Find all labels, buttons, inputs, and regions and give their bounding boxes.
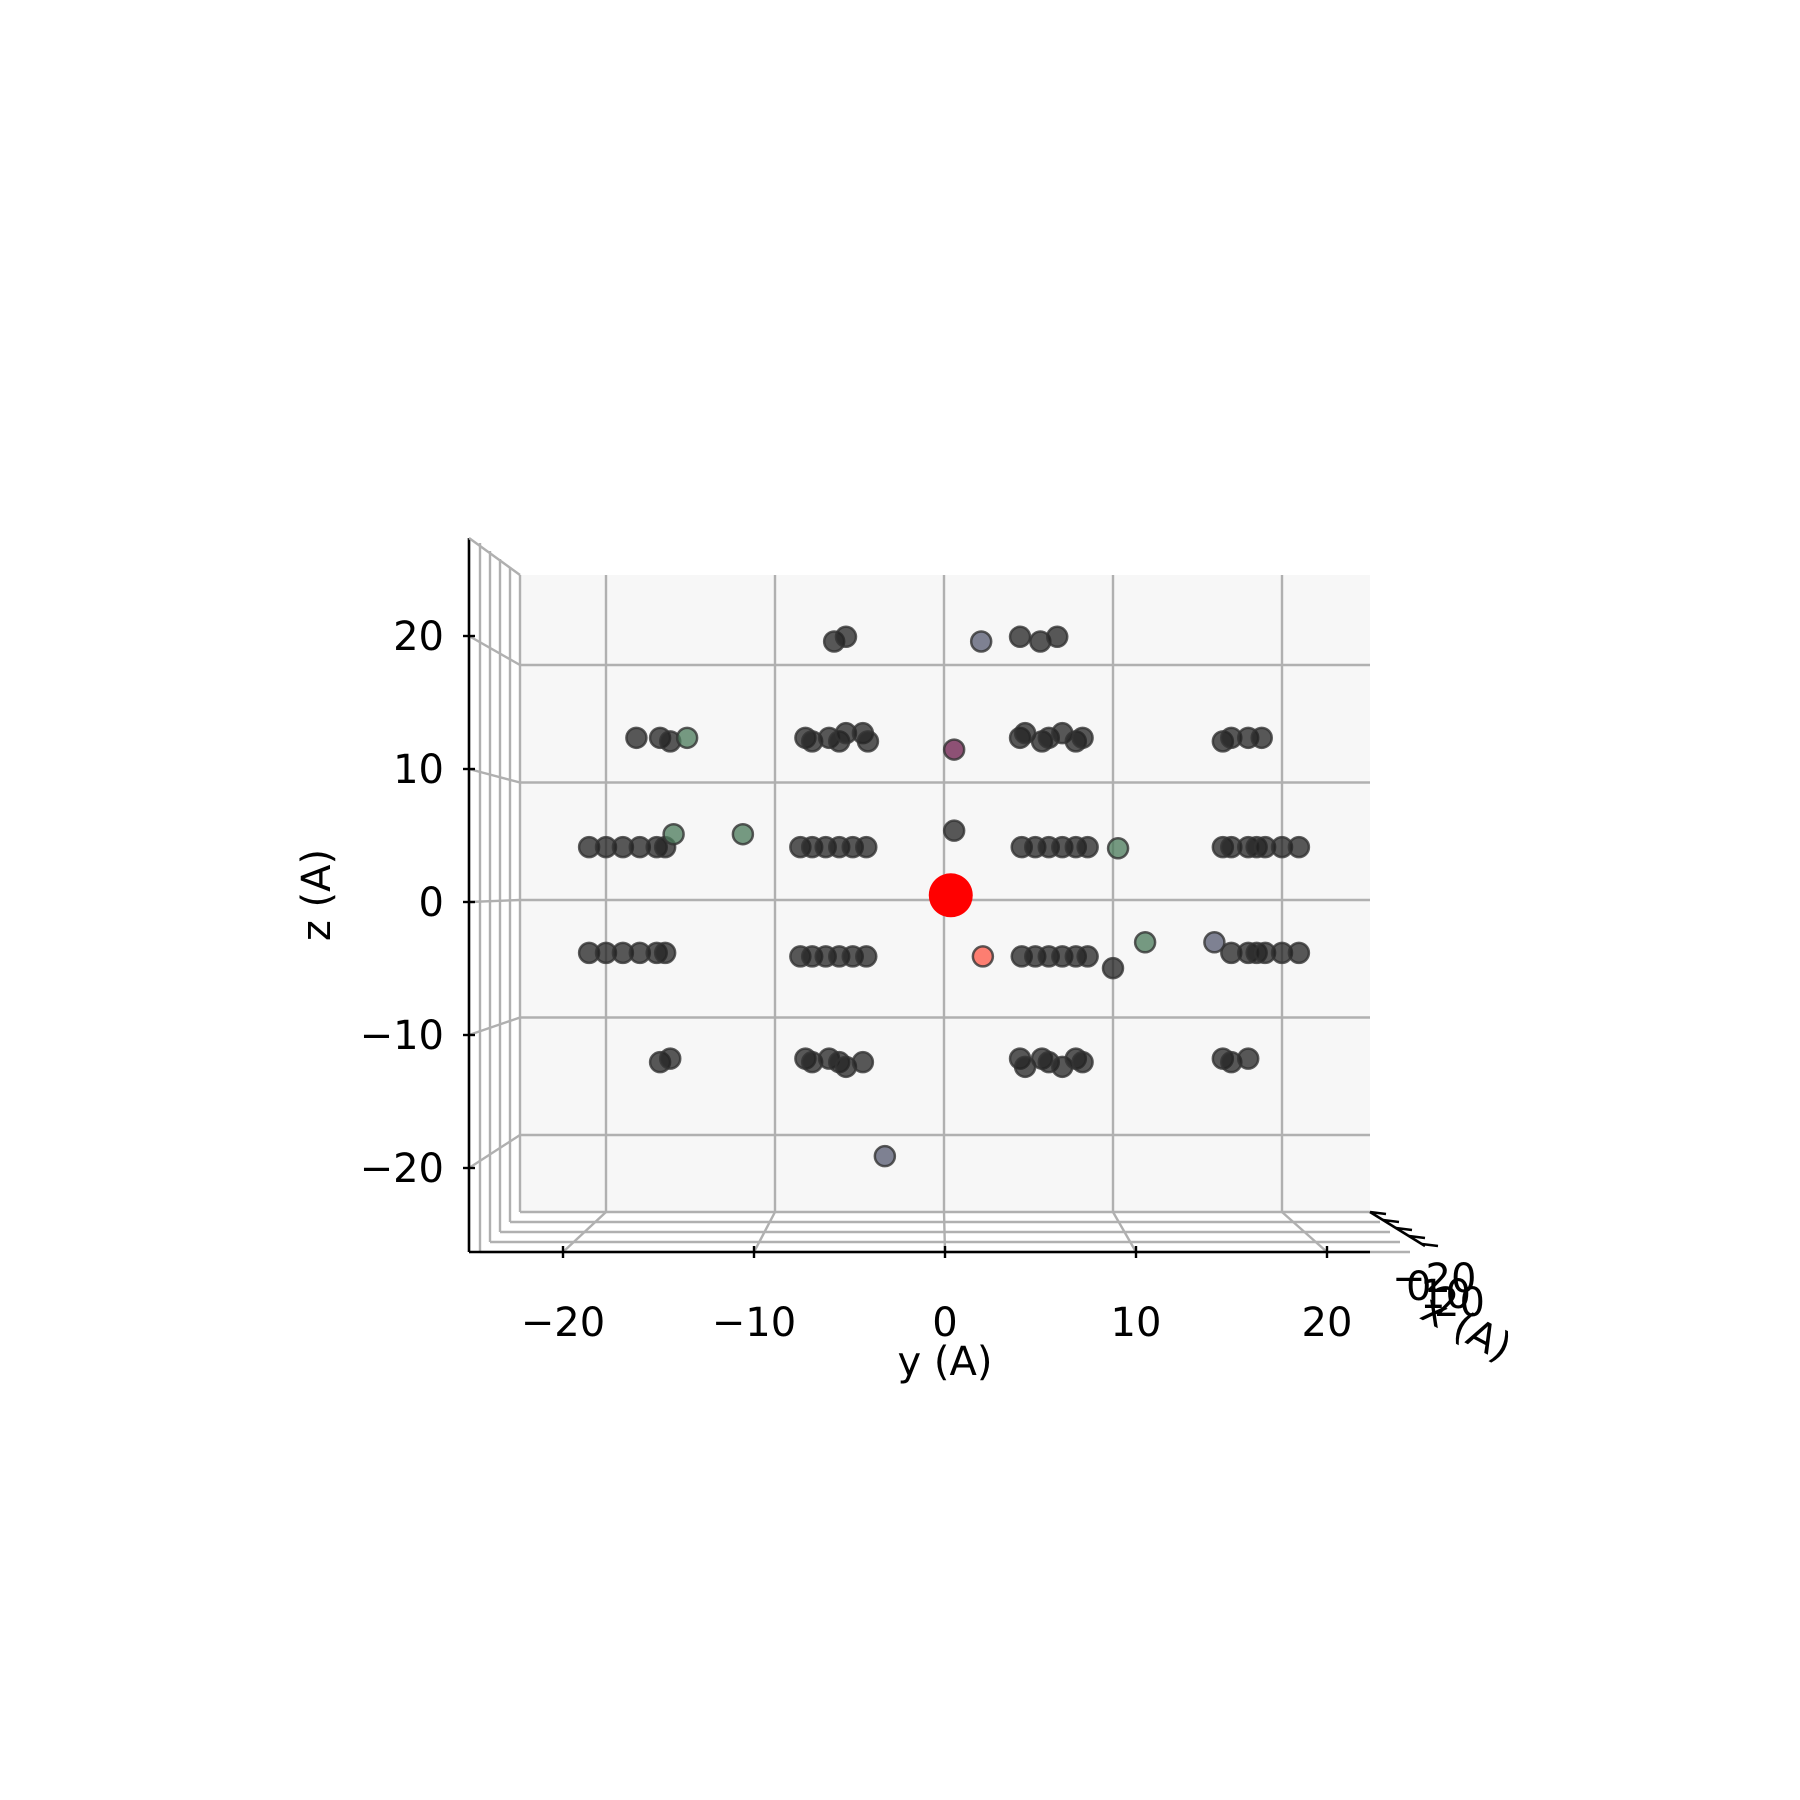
z-tick-label: −10 [360,1013,444,1059]
data-point [1250,726,1273,750]
y-gridline-floor [942,1211,947,1253]
x-tick-mark [1421,1242,1439,1248]
x-tick-label: 20 [1434,1280,1485,1326]
data-point [675,726,699,750]
data-point [971,945,995,968]
z-tick-label: 0 [419,880,444,926]
y-tick-label: −10 [712,1300,796,1346]
z-gridline-side [468,767,521,784]
y-gridline-floor [562,1211,607,1253]
y-tick-label: 0 [932,1300,957,1346]
x-tick-mark [1408,1234,1426,1240]
y-axis-label: y (A) [898,1339,993,1385]
y-gridline-floor [1281,1211,1328,1253]
y-gridline-floor [1111,1211,1138,1253]
x-tick-mark [1382,1218,1400,1224]
data-point [1071,726,1094,750]
z-tick-label: 20 [393,614,444,660]
data-point [1287,941,1311,965]
data-point [855,945,878,968]
data-points [577,625,1311,1168]
z-tick-label: 10 [393,747,444,793]
data-point [873,1144,897,1168]
data-point [851,1050,875,1074]
data-point [653,941,677,965]
data-point [855,835,878,859]
data-point [1076,835,1099,859]
data-point [834,625,858,649]
y-tick-label: −20 [521,1300,605,1346]
z-gridline-side [468,1133,521,1170]
x-tick-mark [1369,1210,1387,1216]
data-point [1101,956,1125,980]
z-tick-label: −20 [360,1146,444,1192]
data-point [1133,931,1157,954]
x-tick-mark [1395,1226,1413,1232]
data-point [625,726,648,750]
data-point [1076,945,1099,968]
data-point [1045,625,1069,649]
x-tick-label: 0 [1406,1264,1431,1310]
x-tick-label: 10 [1420,1272,1471,1318]
data-point [662,822,685,846]
x-tick-label: −20 [1392,1256,1476,1302]
z-gridline-side [468,634,521,667]
axes-frame [463,537,1439,1258]
data-point [1236,1047,1260,1070]
z-axis-label: z (A) [294,849,340,941]
z-gridline-side [468,1016,521,1037]
data-point [942,819,966,842]
data-point [731,822,755,846]
data-point [1071,1050,1094,1074]
data-point [969,630,993,653]
data-point [1287,835,1311,859]
z-gridline-side [468,898,521,904]
data-point [856,730,880,753]
y-gridline-floor [752,1211,777,1253]
top-depth-edge [468,537,521,576]
data-point [658,1047,682,1070]
data-point [1203,931,1226,954]
data-point [1008,625,1032,649]
data-point [1106,837,1130,860]
highlight-point [928,873,973,918]
data-point [942,738,966,761]
y-tick-label: 20 [1302,1300,1353,1346]
y-tick-label: 10 [1111,1300,1162,1346]
